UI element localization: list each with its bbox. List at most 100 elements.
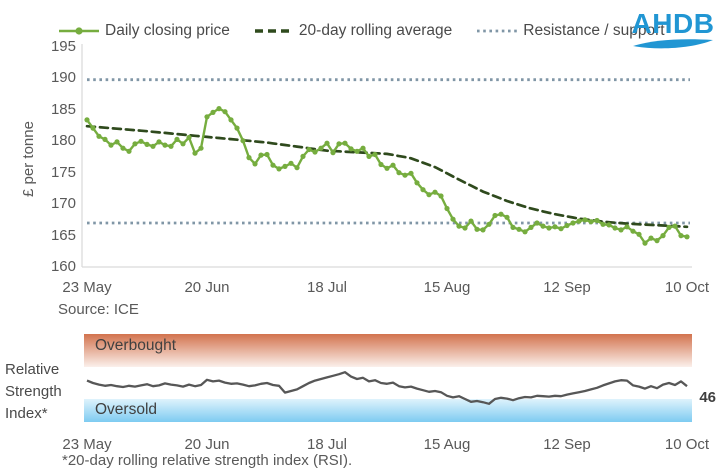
x-tick-label-rsi: 10 Oct [664, 436, 710, 453]
y-tick-label: 185 [50, 100, 76, 118]
daily-price-marker [342, 140, 348, 146]
daily-price-marker [264, 151, 270, 158]
daily-price-marker [672, 223, 678, 229]
daily-price-marker [576, 218, 582, 224]
daily-price-marker [552, 224, 558, 230]
daily-price-marker [138, 138, 144, 144]
x-tick-label-rsi: 23 May [62, 436, 112, 453]
daily-price-marker [156, 139, 162, 145]
legend-item-rolling-average: 20-day rolling average [254, 22, 452, 40]
daily-price-marker [168, 143, 174, 149]
ahdb-logo-swoosh-icon [633, 39, 713, 49]
overbought-band-label: Overbought [95, 337, 176, 354]
daily-price-marker [612, 225, 618, 231]
rsi-line [86, 371, 688, 405]
daily-price-marker [126, 148, 132, 154]
daily-price-marker [282, 163, 288, 169]
daily-price-marker [426, 192, 432, 198]
daily-price-marker [378, 161, 384, 168]
daily-price-marker [228, 117, 234, 123]
daily-price-marker [546, 225, 552, 231]
rolling-average-line-swatch [254, 29, 293, 33]
daily-price-marker [96, 133, 102, 139]
daily-price-marker [258, 152, 264, 158]
daily-price-marker [492, 212, 498, 219]
daily-price-marker [306, 146, 312, 153]
y-tick-label: 175 [50, 163, 76, 181]
daily-price-marker [384, 165, 390, 171]
daily-price-marker [102, 136, 108, 142]
daily-price-marker [222, 109, 228, 115]
x-tick-label-rsi: 18 Jul [306, 436, 348, 453]
daily-price-marker [90, 125, 96, 131]
daily-price-marker [414, 180, 420, 186]
daily-price-marker [132, 141, 138, 147]
daily-price-marker [420, 187, 426, 193]
daily-price-marker [630, 228, 636, 234]
x-tick-label-rsi: 20 Jun [184, 436, 230, 453]
daily-price-marker [582, 217, 588, 223]
oversold-band [84, 399, 692, 422]
daily-price-marker [684, 234, 690, 240]
daily-price-marker [666, 224, 672, 230]
daily-price-marker [390, 162, 396, 168]
daily-price-marker [372, 151, 378, 158]
daily-price-marker [498, 211, 504, 217]
daily-price-marker [294, 165, 300, 171]
daily-price-marker [150, 143, 156, 149]
daily-price-marker [450, 216, 456, 222]
footnote: *20-day rolling relative strength index … [62, 452, 353, 469]
y-tick-label: 160 [50, 258, 76, 275]
daily-price-marker [606, 222, 612, 228]
daily-price-marker [588, 219, 594, 225]
daily-price-marker [678, 233, 684, 239]
legend-item-resistance-support: Resistance / support [476, 22, 665, 40]
resistance-support-line-swatch [477, 29, 518, 33]
daily-price-marker [312, 149, 318, 155]
ahdb-logo-text: AHDB [631, 8, 715, 39]
daily-price-marker [618, 227, 624, 233]
rsi-last-value: 46 [699, 389, 716, 406]
y-tick-label: 170 [50, 195, 76, 213]
x-tick-label-main: 12 Sep [543, 279, 591, 296]
daily-price-marker [84, 117, 90, 123]
daily-price-marker [456, 223, 462, 229]
ahdb-logo: AHDB [630, 10, 716, 50]
daily-price-marker [558, 226, 564, 232]
x-tick-label-rsi: 15 Aug [423, 436, 471, 453]
daily-price-marker [204, 114, 210, 120]
oversold-band-label: Oversold [95, 401, 158, 418]
daily-price-marker [444, 205, 450, 212]
legend-label-resistance-support: Resistance / support [523, 22, 665, 39]
daily-price-marker [234, 125, 240, 131]
daily-price-marker [198, 145, 204, 151]
daily-price-marker [516, 226, 522, 232]
source-note: Source: ICE [58, 301, 139, 318]
daily-price-marker [570, 220, 576, 226]
x-tick-label-main: 10 Oct [664, 279, 710, 296]
daily-price-marker [192, 150, 198, 156]
daily-price-marker [108, 142, 114, 148]
daily-price-marker [114, 139, 120, 145]
daily-price-line-swatch [59, 27, 99, 35]
x-tick-label-main: 18 Jul [306, 279, 348, 296]
daily-price-marker [396, 170, 402, 176]
legend-label-daily-closing-price: Daily closing price [105, 22, 230, 39]
daily-price-marker [240, 138, 246, 144]
daily-price-marker [330, 150, 336, 156]
daily-price-marker [252, 161, 258, 167]
daily-price-marker [480, 227, 486, 233]
daily-price-marker [300, 153, 306, 159]
daily-price-marker [648, 235, 654, 241]
daily-price-marker [402, 172, 408, 178]
daily-price-marker [120, 145, 126, 151]
daily-price-marker [186, 134, 192, 141]
daily-price-marker [318, 145, 324, 151]
legend-label-rolling-average: 20-day rolling average [298, 22, 453, 39]
daily-price-marker [366, 153, 372, 159]
daily-price-marker [276, 166, 282, 172]
daily-price-marker [642, 240, 648, 246]
daily-price-marker [636, 231, 642, 237]
daily-price-marker [144, 141, 150, 147]
